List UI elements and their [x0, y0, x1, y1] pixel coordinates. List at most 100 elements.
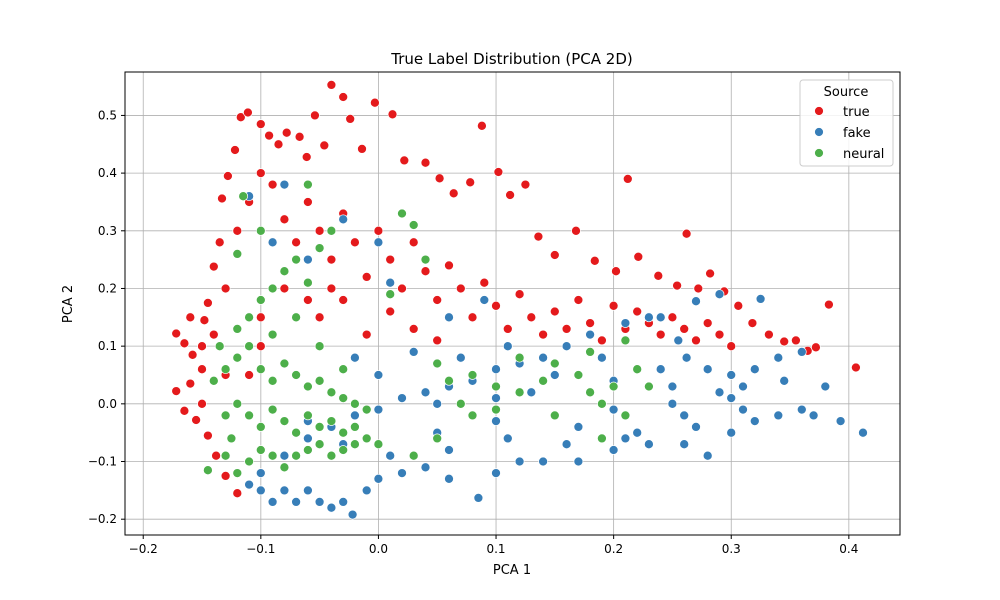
- true-point: [314, 225, 325, 236]
- neural-point: [279, 416, 290, 426]
- true-point: [214, 237, 225, 248]
- true-point: [223, 171, 233, 181]
- neural-point: [538, 375, 548, 386]
- neural-point: [385, 289, 396, 300]
- true-point: [505, 190, 515, 200]
- true-point: [420, 266, 431, 277]
- neural-point: [549, 358, 560, 369]
- true-point: [420, 157, 431, 168]
- true-point: [502, 324, 513, 334]
- true-point: [526, 312, 537, 323]
- fake-point: [608, 445, 619, 455]
- true-point: [361, 329, 372, 340]
- neural-point: [585, 387, 595, 398]
- fake-point: [314, 497, 325, 507]
- true-point: [208, 329, 219, 340]
- fake-point: [749, 364, 760, 375]
- fake-point: [538, 352, 548, 363]
- true-point: [255, 312, 266, 323]
- neural-point: [432, 433, 443, 444]
- true-point: [811, 342, 821, 353]
- fake-point: [502, 341, 513, 352]
- fake-point: [749, 416, 760, 426]
- neural-point: [238, 191, 249, 202]
- true-point: [611, 266, 621, 277]
- fake-point: [573, 422, 584, 432]
- true-point: [326, 80, 337, 90]
- fake-point: [514, 456, 525, 467]
- neural-point: [291, 370, 301, 380]
- neural-point: [303, 277, 313, 288]
- true-point: [279, 283, 290, 294]
- true-point: [824, 299, 834, 310]
- true-point: [679, 324, 690, 334]
- x-tick-label: 0.4: [839, 542, 858, 556]
- fake-point: [338, 497, 349, 507]
- fake-point: [491, 468, 501, 478]
- neural-point: [303, 410, 313, 421]
- true-point: [235, 112, 246, 123]
- fake-point: [726, 393, 737, 403]
- neural-point: [326, 450, 337, 461]
- neural-point: [232, 324, 243, 334]
- neural-point: [326, 387, 337, 398]
- neural-point: [314, 243, 325, 253]
- fake-point: [326, 502, 337, 513]
- neural-point: [455, 398, 466, 409]
- neural-point: [408, 450, 419, 461]
- true-point: [385, 306, 396, 317]
- true-point: [350, 237, 360, 248]
- neural-point: [232, 468, 243, 478]
- fake-point: [738, 404, 748, 415]
- neural-point: [255, 364, 266, 375]
- true-point: [179, 405, 190, 416]
- neural-point: [244, 312, 254, 323]
- true-point: [764, 329, 774, 340]
- true-point: [255, 341, 266, 352]
- neural-point: [608, 381, 619, 392]
- fake-point: [667, 398, 678, 409]
- true-point: [444, 260, 454, 271]
- fake-point: [702, 450, 713, 461]
- true-point: [357, 144, 367, 154]
- fake-point: [255, 485, 266, 496]
- neural-point: [203, 465, 213, 476]
- true-point: [279, 214, 290, 225]
- fake-point: [347, 509, 358, 520]
- fake-point: [673, 335, 684, 346]
- neural-point: [232, 249, 243, 259]
- fake-point: [397, 468, 407, 478]
- y-axis-ticks: −0.2 −0.1 0.0 0.1 0.2 0.3 0.4 0.5: [88, 108, 125, 526]
- fake-point: [279, 485, 290, 496]
- neural-point: [303, 445, 313, 455]
- fake-point: [361, 485, 372, 496]
- neural-point: [338, 427, 349, 438]
- neural-point: [467, 370, 478, 380]
- true-point: [197, 364, 207, 375]
- true-point: [408, 237, 419, 248]
- x-tick-label: 0.2: [604, 542, 623, 556]
- true-point: [432, 335, 443, 346]
- neural-point: [255, 225, 266, 236]
- true-point: [691, 335, 701, 346]
- true-point: [726, 341, 737, 352]
- true-point: [171, 386, 182, 396]
- neural-point: [597, 433, 607, 444]
- neural-point: [350, 422, 360, 432]
- fake-point: [820, 381, 831, 392]
- true-point: [733, 300, 744, 311]
- neural-point: [291, 427, 301, 438]
- true-point: [211, 450, 221, 461]
- fake-point: [373, 473, 384, 484]
- neural-point: [361, 404, 372, 415]
- fake-point: [373, 370, 384, 380]
- series-neural: [203, 179, 654, 478]
- fake-point: [561, 439, 572, 450]
- neural-point: [549, 410, 560, 421]
- neural-point: [326, 225, 337, 236]
- fake-point: [796, 404, 807, 415]
- true-point: [197, 341, 207, 352]
- neural-point: [432, 358, 443, 369]
- neural-point: [620, 410, 631, 421]
- fake-point: [655, 312, 666, 323]
